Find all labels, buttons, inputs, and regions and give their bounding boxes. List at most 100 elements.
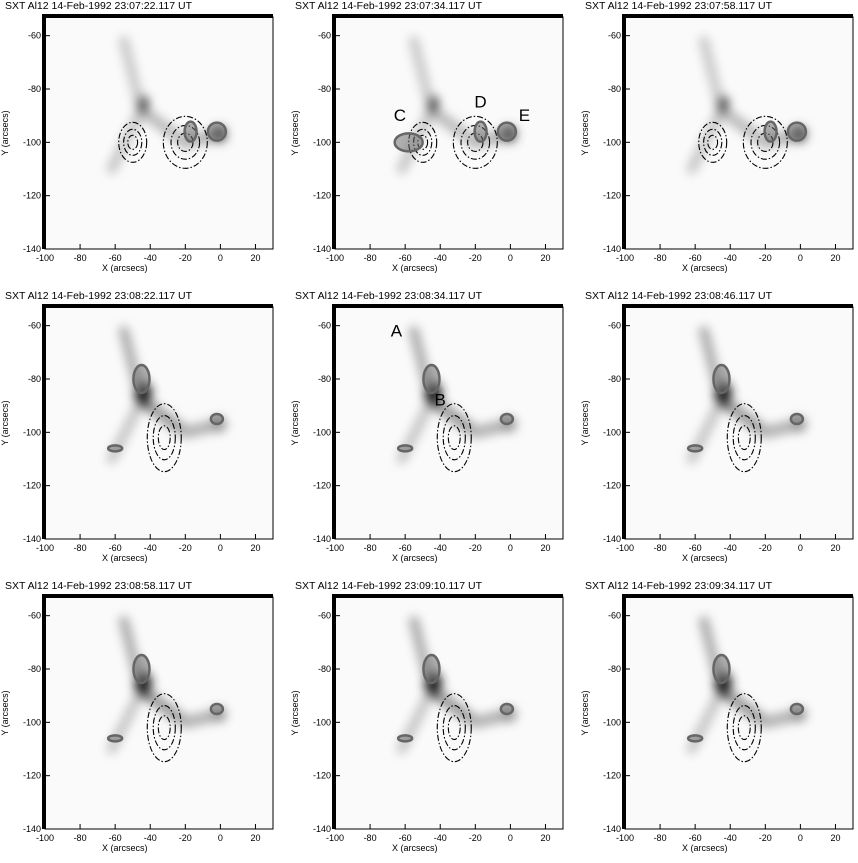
y-axis-label: Y (arcsecs) — [290, 110, 300, 155]
y-tick-label: -140 — [23, 244, 41, 254]
y-tick-label: -60 — [318, 611, 331, 621]
y-axis-label: Y (arcsecs) — [580, 400, 590, 445]
dashed-contour — [157, 715, 171, 741]
y-tick-label: -100 — [603, 427, 621, 437]
x-tick-label: 0 — [508, 253, 513, 263]
gray-contour — [473, 120, 488, 143]
x-tick-label: 20 — [540, 543, 550, 553]
x-tick-label: -100 — [326, 253, 344, 263]
dashed-contour — [442, 705, 466, 751]
gray-contour — [763, 120, 778, 143]
x-axis-label: X (arcsecs) — [682, 263, 728, 273]
x-tick-label: 20 — [250, 833, 260, 843]
y-tick-label: -60 — [28, 611, 41, 621]
y-tick-label: -120 — [603, 191, 621, 201]
annotation: C — [394, 106, 406, 125]
x-tick-label: -100 — [616, 543, 634, 553]
dashed-contour — [436, 693, 472, 763]
y-tick-label: -140 — [313, 534, 331, 544]
y-axis-label: Y (arcsecs) — [290, 400, 300, 445]
x-axis-label: X (arcsecs) — [682, 843, 728, 853]
gray-contour — [686, 444, 704, 453]
annotation: D — [474, 93, 486, 112]
y-tick-label: -140 — [23, 824, 41, 834]
x-tick-label: 0 — [798, 833, 803, 843]
x-tick-label: -40 — [434, 833, 447, 843]
dashed-contour — [146, 403, 182, 473]
x-tick-label: -20 — [179, 253, 192, 263]
image — [335, 307, 563, 539]
y-tick-label: -100 — [23, 137, 41, 147]
gray-contour — [789, 702, 805, 716]
x-tick-label: -20 — [759, 253, 772, 263]
emission-arm — [106, 105, 147, 174]
image-bg — [625, 307, 853, 539]
x-tick-label: 0 — [508, 543, 513, 553]
x-tick-label: -60 — [109, 543, 122, 553]
dashed-contour — [726, 693, 762, 763]
x-tick-label: -80 — [364, 833, 377, 843]
dashed-contour — [698, 121, 728, 163]
panel-title: SXT Al12 14-Feb-1992 23:08:46.117 UT — [585, 290, 773, 302]
x-axis-label: X (arcsecs) — [102, 263, 148, 273]
y-axis-label: Y (arcsecs) — [0, 110, 10, 155]
dashed-contour — [162, 115, 208, 169]
contours — [118, 115, 228, 169]
y-tick-label: -60 — [608, 611, 621, 621]
x-tick-label: -100 — [616, 833, 634, 843]
x-axis-label: X (arcsecs) — [682, 553, 728, 563]
x-tick-label: 0 — [798, 253, 803, 263]
dashed-contour — [732, 705, 756, 751]
x-tick-label: -20 — [179, 833, 192, 843]
y-axis-label: Y (arcsecs) — [0, 400, 10, 445]
y-axis-label: Y (arcsecs) — [580, 110, 590, 155]
gray-contour — [789, 412, 805, 426]
annotation: E — [519, 106, 530, 125]
y-tick-label: -120 — [313, 191, 331, 201]
x-tick-label: -20 — [469, 833, 482, 843]
y-tick-label: -80 — [28, 374, 41, 384]
y-tick-label: -80 — [318, 374, 331, 384]
emission-core — [137, 95, 150, 115]
y-tick-label: -80 — [318, 664, 331, 674]
y-tick-label: -80 — [28, 664, 41, 674]
image-bg — [335, 597, 563, 829]
y-tick-label: -100 — [313, 427, 331, 437]
y-tick-label: -60 — [318, 31, 331, 41]
image — [625, 597, 853, 829]
dashed-contour — [127, 134, 139, 150]
emission-arm — [425, 104, 482, 149]
x-tick-label: -20 — [469, 543, 482, 553]
x-tick-label: -40 — [724, 833, 737, 843]
x-tick-label: -80 — [364, 253, 377, 263]
gray-contour — [786, 121, 808, 142]
gray-contour — [712, 363, 731, 395]
x-tick-label: -40 — [724, 543, 737, 553]
x-tick-label: 20 — [250, 543, 260, 553]
x-tick-label: -100 — [36, 543, 54, 553]
emission-arm — [715, 104, 772, 149]
x-tick-label: -60 — [399, 253, 412, 263]
image — [625, 17, 853, 249]
y-tick-label: -60 — [318, 321, 331, 331]
dashed-contour — [726, 403, 762, 473]
y-tick-label: -100 — [313, 137, 331, 147]
x-tick-label: -40 — [434, 543, 447, 553]
x-tick-label: 20 — [830, 253, 840, 263]
gray-contour — [132, 363, 151, 395]
contours — [686, 363, 805, 473]
x-axis-label: X (arcsecs) — [102, 843, 148, 853]
gray-contour — [396, 734, 414, 743]
dashed-contour — [447, 715, 461, 741]
y-axis-label: Y (arcsecs) — [290, 690, 300, 735]
y-tick-label: -140 — [603, 534, 621, 544]
x-tick-label: -80 — [74, 543, 87, 553]
emission-arm — [135, 104, 192, 149]
x-tick-label: -100 — [616, 253, 634, 263]
y-tick-label: -120 — [23, 771, 41, 781]
x-tick-label: -60 — [109, 253, 122, 263]
annotation: A — [391, 321, 403, 340]
emission-arm — [686, 105, 727, 174]
panel-title: SXT Al12 14-Feb-1992 23:08:34.117 UT — [295, 290, 483, 302]
